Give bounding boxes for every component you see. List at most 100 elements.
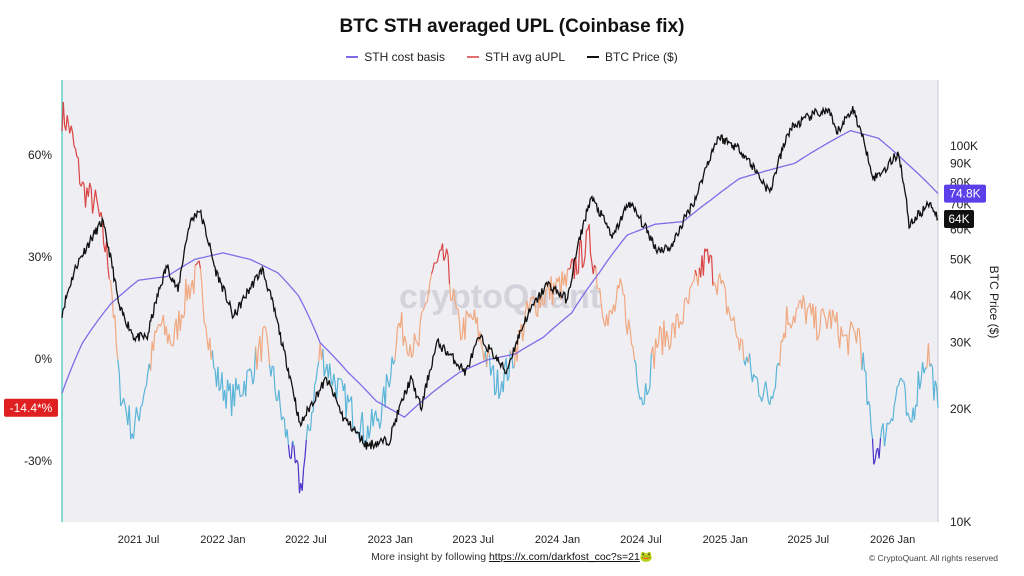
aupl-segment xyxy=(314,380,317,386)
aupl-segment xyxy=(741,340,745,361)
aupl-segment xyxy=(488,355,492,376)
aupl-segment xyxy=(832,309,835,317)
aupl-segment xyxy=(913,404,917,420)
legend-swatch-sth-cost-basis xyxy=(346,56,359,58)
aupl-segment xyxy=(598,287,601,290)
aupl-segment xyxy=(101,219,105,245)
aupl-segment xyxy=(345,394,349,418)
aupl-segment xyxy=(301,468,305,491)
aupl-segment xyxy=(740,338,743,341)
aupl-segment xyxy=(618,278,621,289)
aupl-segment xyxy=(670,323,673,345)
aupl-segment xyxy=(647,387,651,392)
legend-item-sth-avg-aupl[interactable]: STH avg aUPL xyxy=(466,50,565,64)
aupl-segment xyxy=(123,398,126,405)
left-tick-label: 60% xyxy=(28,148,52,162)
aupl-segment xyxy=(394,346,397,361)
aupl-segment xyxy=(600,303,604,316)
aupl-segment xyxy=(279,407,283,421)
aupl-segment xyxy=(900,377,904,382)
aupl-segment xyxy=(160,321,163,327)
aupl-segment xyxy=(118,373,122,406)
aupl-segment xyxy=(927,343,931,367)
aupl-segment xyxy=(765,381,768,392)
aupl-segment xyxy=(460,337,463,341)
aupl-segment xyxy=(545,288,548,291)
aupl-segment xyxy=(595,268,598,289)
aupl-segment xyxy=(250,372,254,385)
aupl-segment xyxy=(681,322,684,325)
aupl-segment xyxy=(903,381,906,390)
aupl-segment xyxy=(565,268,569,287)
aupl-segment xyxy=(623,294,627,324)
aupl-segment xyxy=(794,308,797,324)
aupl-segment xyxy=(496,369,500,399)
aupl-segment xyxy=(430,269,434,275)
aupl-segment xyxy=(155,326,159,333)
aupl-segment xyxy=(702,248,706,276)
aupl-segment xyxy=(473,309,477,324)
aupl-segment xyxy=(87,182,91,197)
legend-item-sth-cost-basis[interactable]: STH cost basis xyxy=(346,50,445,64)
footer-link[interactable]: https://x.com/darkfost_coc?s=21 xyxy=(488,551,640,563)
aupl-segment xyxy=(786,306,789,325)
aupl-segment xyxy=(797,301,800,309)
aupl-segment xyxy=(509,350,513,355)
aupl-segment xyxy=(822,308,825,314)
aupl-segment xyxy=(94,189,98,200)
aupl-segment xyxy=(246,369,249,372)
aupl-segment xyxy=(917,371,921,390)
aupl-segment xyxy=(635,363,638,384)
right-tick-label: 90K xyxy=(950,156,971,170)
aupl-segment xyxy=(761,395,764,402)
aupl-segment xyxy=(599,288,602,304)
aupl-segment xyxy=(111,294,115,319)
aupl-segment xyxy=(199,268,203,282)
aupl-segment xyxy=(309,412,313,431)
aupl-segment xyxy=(105,241,109,266)
aupl-segment xyxy=(629,329,633,344)
aupl-segment xyxy=(395,326,399,347)
aupl-segment xyxy=(225,379,229,409)
aupl-segment xyxy=(423,302,427,308)
aupl-segment xyxy=(806,306,810,310)
aupl-segment xyxy=(304,439,307,457)
legend-swatch-sth-avg-aupl xyxy=(466,56,479,58)
aupl-segment xyxy=(273,366,276,390)
aupl-segment xyxy=(657,326,661,345)
aupl-segment xyxy=(757,380,760,397)
aupl-segment xyxy=(784,306,788,339)
aupl-segment xyxy=(296,459,299,464)
value-badge-bg xyxy=(944,184,986,203)
aupl-segment xyxy=(292,440,295,446)
aupl-segment xyxy=(526,300,529,311)
aupl-segment xyxy=(589,253,593,263)
aupl-segment xyxy=(172,326,176,346)
aupl-segment xyxy=(879,428,883,439)
aupl-segment xyxy=(769,396,772,405)
aupl-segment xyxy=(816,337,819,341)
aupl-segment xyxy=(936,385,939,408)
aupl-segment xyxy=(708,254,711,264)
aupl-segment xyxy=(774,366,778,388)
aupl-segment xyxy=(135,407,139,416)
aupl-segment xyxy=(722,279,725,285)
aupl-segment xyxy=(179,314,183,331)
aupl-segment xyxy=(896,385,899,388)
aupl-segment xyxy=(437,250,441,258)
aupl-segment xyxy=(361,411,365,440)
aupl-segment xyxy=(391,356,394,365)
aupl-segment xyxy=(689,285,692,289)
aupl-segment xyxy=(238,384,241,397)
x-tick-label: 2024 Jan xyxy=(535,534,580,546)
aupl-segment xyxy=(593,264,597,269)
aupl-segment xyxy=(933,380,936,401)
aupl-segment xyxy=(805,308,808,325)
aupl-segment xyxy=(883,436,887,447)
aupl-segment xyxy=(688,287,691,305)
aupl-segment xyxy=(729,314,732,322)
aupl-segment xyxy=(490,367,493,376)
aupl-segment xyxy=(145,372,149,386)
legend-item-btc-price[interactable]: BTC Price ($) xyxy=(587,50,678,64)
